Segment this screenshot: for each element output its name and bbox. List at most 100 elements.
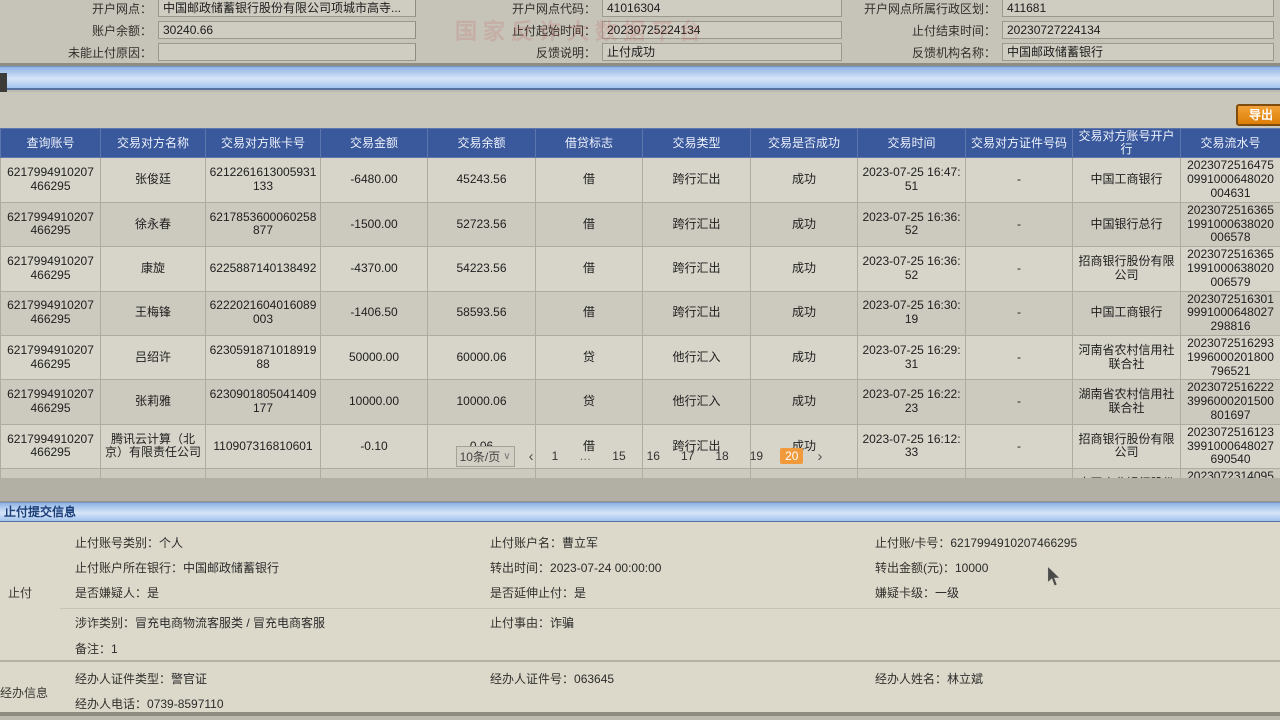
table-cell: 2023-07-25 16:12:33 — [857, 423, 966, 470]
table-cell: 6230901805041409177 — [205, 379, 321, 425]
export-button[interactable]: 导出 — [1236, 104, 1280, 126]
field-label: 转出时间： — [490, 561, 551, 575]
table-cell: 2023-07-25 16:30:19 — [857, 290, 966, 336]
fail-reason-value — [158, 43, 416, 61]
field-value: 诈骗 — [550, 616, 575, 630]
table-cell: 20230725163019991000648027298816 — [1180, 290, 1280, 336]
collapse-tab[interactable] — [0, 73, 7, 95]
field-label: 经办人姓名： — [875, 672, 948, 686]
form-row: 未能止付原因： 反馈说明： 止付成功 反馈机构名称： 中国邮政储蓄银行 — [0, 41, 1280, 63]
table-cell: 成功 — [750, 290, 858, 336]
table-cell: 张莉雅 — [100, 379, 206, 425]
table-cell: 6217994910207466295 — [0, 157, 101, 203]
table-cell: 成功 — [750, 379, 858, 425]
table-cell: 招商银行股份有限公司 — [1072, 423, 1181, 470]
pagination: 10条/页 ∨ ‹ 1 … 15 16 17 18 19 20 › — [0, 444, 1280, 468]
table-cell: 跨行汇出 — [642, 246, 751, 292]
table-cell: 2023-07-25 16:47:51 — [857, 157, 966, 203]
field-value: 曹立军 — [562, 536, 599, 550]
field-value: 1 — [111, 642, 118, 656]
table-cell: 贷 — [535, 334, 643, 381]
table-cell: - — [965, 290, 1073, 336]
table-cell: - — [965, 201, 1073, 248]
field-value: 冒充电商物流客服类 / 冒充电商客服 — [135, 616, 326, 630]
field-value: 林立斌 — [947, 672, 984, 686]
table-cell: 6217994910207466295 — [0, 423, 101, 470]
field-label: 经办人证件类型： — [75, 672, 172, 686]
table-cell: 20230725164750991000648020004631 — [1180, 157, 1280, 203]
stop-group-label: 止付 — [8, 586, 33, 600]
handler-info-panel: 经办信息 经办人证件类型：警官证 经办人证件号：063645 经办人姓名：林立斌… — [0, 662, 1280, 716]
field-label: 止付账户名： — [490, 536, 563, 550]
mouse-cursor-icon — [1045, 564, 1063, 591]
table-cell: 跨行汇出 — [642, 423, 751, 470]
field-value: 中国邮政储蓄银行 — [183, 561, 280, 575]
transaction-panel: 导出 查询账号 交易对方名称 交易对方账卡号 交易金额 交易余额 借贷标志 交易类型 交易是否… — [0, 92, 1280, 514]
transfer-amount-field: 转出金额(元)：10000 — [875, 559, 988, 576]
field-value: 6217994910207466295 — [950, 536, 1078, 550]
fraud-type-field: 涉诈类别：冒充电商物流客服类 / 冒充电商客服 — [75, 614, 325, 631]
branch-value: 中国邮政储蓄银行股份有限公司项城市高寺... — [158, 0, 416, 17]
table-row: 6217994910207466295 康旋 6225887140138492 -43… — [0, 246, 1280, 292]
table-cell: -4370.00 — [320, 246, 428, 292]
table-cell: 623059187101891988 — [205, 334, 321, 381]
field-value: 警官证 — [171, 672, 208, 686]
page-size-select[interactable]: 10条/页 ∨ — [455, 445, 515, 467]
stop-reason-field: 止付事由：诈骗 — [490, 614, 574, 631]
field-label: 转出金额(元)： — [875, 561, 955, 575]
branch-code-label: 开户网点代码： — [511, 1, 596, 16]
field-label: 涉诈类别： — [75, 616, 136, 630]
pagination-page-20[interactable]: 20 — [780, 448, 804, 464]
column-header: 交易余额 — [427, 127, 536, 159]
table-cell: - — [965, 157, 1073, 203]
handler-phone-field: 经办人电话：0739-8597110 — [75, 695, 224, 712]
table-cell: - — [965, 379, 1073, 425]
table-cell: 45243.56 — [427, 157, 536, 203]
pagination-page-17[interactable]: 17 — [680, 449, 695, 463]
stop-end-value: 20230727224134 — [1002, 21, 1274, 39]
table-cell: 58593.56 — [427, 290, 536, 336]
table-row: 6217994910207466295 张俊廷 621226161300593113… — [0, 157, 1280, 203]
feedback-note-value: 止付成功 — [602, 43, 842, 61]
fail-reason-label: 未能止付原因： — [67, 45, 152, 60]
table-cell: 成功 — [750, 201, 858, 248]
table-cell: 借 — [535, 290, 643, 336]
balance-value: 30240.66 — [158, 21, 416, 39]
account-name-field: 止付账户名：曹立军 — [490, 534, 598, 551]
remark-field: 备注：1 — [75, 640, 118, 657]
is-suspect-field: 是否嫌疑人：是 — [75, 584, 159, 601]
table-cell: 20230725163651991000638020006579 — [1180, 246, 1280, 292]
table-cell: 10000.06 — [427, 379, 536, 425]
field-value: 是 — [574, 586, 587, 600]
table-cell: -6480.00 — [320, 157, 428, 203]
pagination-page-16[interactable]: 16 — [646, 449, 660, 463]
table-cell: 吕绍许 — [100, 334, 206, 381]
stop-start-label: 止付起始时间： — [511, 23, 596, 38]
prev-page-button[interactable]: ‹ — [528, 447, 534, 465]
extend-stop-field: 是否延伸止付：是 — [490, 584, 586, 601]
table-cell: 中国银行总行 — [1072, 201, 1181, 248]
table-cell: 6217994910207466295 — [0, 290, 101, 336]
next-page-button[interactable]: › — [817, 447, 823, 465]
transaction-table-body: 6217994910207466295 张俊廷 621226161300593113… — [0, 157, 1280, 514]
branch-code-value: 41016304 — [602, 0, 842, 17]
divider — [60, 608, 1280, 609]
field-label: 是否延伸止付： — [490, 586, 575, 600]
account-info-form: 开户网点： 中国邮政储蓄银行股份有限公司项城市高寺... 开户网点代码： 410… — [0, 0, 1280, 66]
pagination-page-1[interactable]: 1 — [551, 449, 559, 463]
pagination-page-15[interactable]: 15 — [612, 449, 626, 463]
column-header: 交易对方证件号码 — [965, 127, 1073, 159]
field-label: 是否嫌疑人： — [75, 586, 148, 600]
handler-cert-no-field: 经办人证件号：063645 — [490, 670, 614, 687]
table-cell: -1406.50 — [320, 290, 428, 336]
transaction-table: 查询账号 交易对方名称 交易对方账卡号 交易金额 交易余额 借贷标志 交易类型 交易是否成功交… — [0, 127, 1280, 514]
handler-name-field: 经办人姓名：林立斌 — [875, 670, 983, 687]
pagination-page-19[interactable]: 19 — [749, 449, 764, 463]
pagination-page-18[interactable]: 18 — [715, 449, 729, 463]
column-header: 交易是否成功 — [750, 127, 858, 159]
table-cell: 成功 — [750, 423, 858, 470]
feedback-org-value: 中国邮政储蓄银行 — [1002, 43, 1274, 61]
table-cell: 借 — [535, 201, 643, 248]
stop-start-value: 20230725224134 — [602, 21, 842, 39]
table-cell: 借 — [535, 423, 643, 470]
